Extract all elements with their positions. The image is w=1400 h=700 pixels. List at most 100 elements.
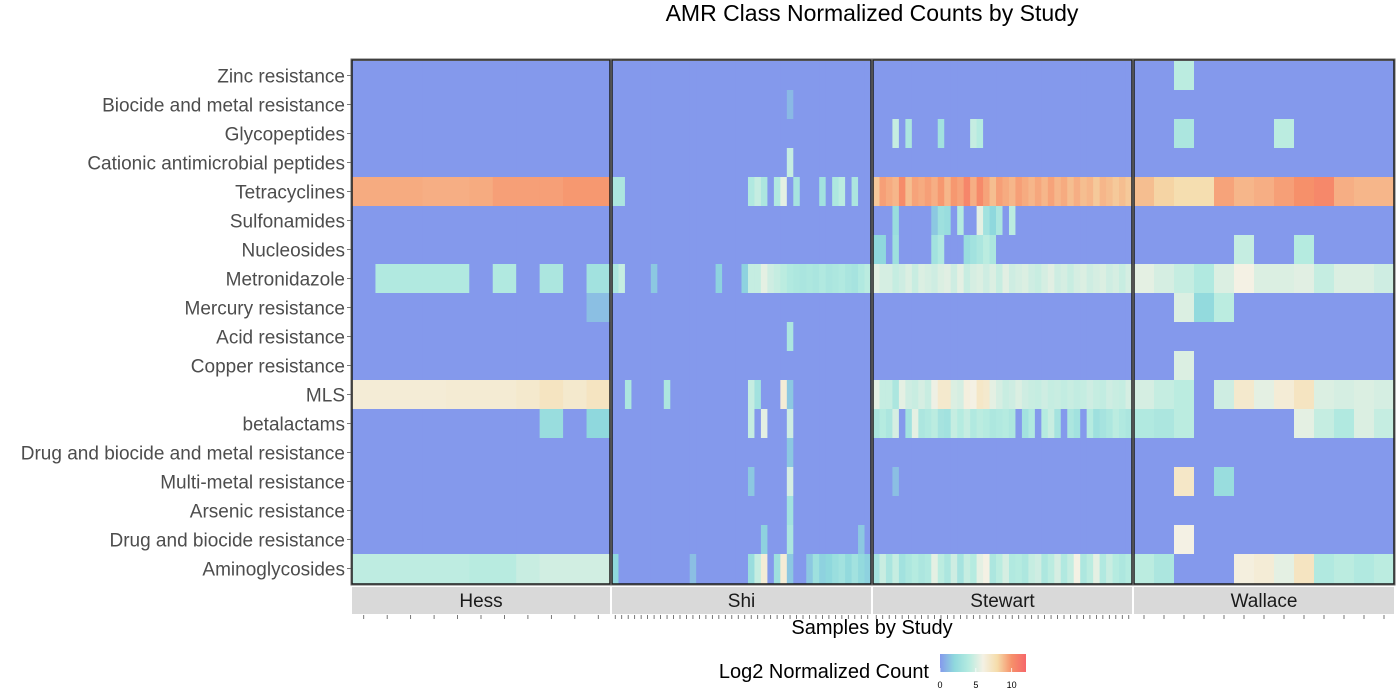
heatmap-cell	[644, 525, 652, 555]
heatmap-cell	[1093, 438, 1101, 468]
heatmap-cell	[819, 525, 827, 555]
heatmap-cell	[702, 235, 710, 265]
heatmap-cell	[1154, 90, 1175, 120]
heatmap-cell	[663, 438, 671, 468]
heatmap-cell	[1119, 293, 1127, 323]
heatmap-cell	[905, 438, 913, 468]
heatmap-cell	[970, 496, 978, 526]
heatmap-cell	[780, 61, 788, 91]
heatmap-cell	[1294, 119, 1315, 149]
heatmap-cell	[1002, 206, 1010, 236]
heatmap-cell	[612, 467, 620, 497]
heatmap-cell	[760, 322, 768, 352]
heatmap-cell	[586, 380, 611, 410]
heatmap-cell	[1274, 90, 1295, 120]
heatmap-cell	[754, 496, 762, 526]
heatmap-cell	[911, 380, 919, 410]
heatmap-cell	[1314, 525, 1335, 555]
heatmap-cell	[1314, 438, 1335, 468]
heatmap-cell	[1125, 206, 1133, 236]
heatmap-cell	[539, 264, 564, 294]
heatmap-cell	[624, 496, 633, 526]
heatmap-cell	[1112, 61, 1120, 91]
heatmap-cell	[806, 148, 814, 178]
heatmap-cell	[918, 61, 926, 91]
heatmap-cell	[631, 496, 639, 526]
heatmap-cell	[873, 148, 881, 178]
heatmap-cell	[873, 380, 881, 410]
heatmap-cell	[950, 467, 958, 497]
heatmap-cell	[644, 90, 652, 120]
heatmap-cell	[352, 206, 377, 236]
heatmap-cell	[983, 61, 991, 91]
heatmap-cell	[819, 380, 827, 410]
heatmap-cell	[767, 293, 775, 323]
heatmap-cell	[924, 554, 932, 584]
heatmap-cell	[937, 554, 945, 584]
heatmap-cell	[676, 525, 684, 555]
heatmap-cell	[1041, 293, 1049, 323]
heatmap-cell	[445, 380, 470, 410]
heatmap-cell	[735, 467, 743, 497]
heatmap-cell	[832, 380, 840, 410]
heatmap-cell	[1234, 293, 1255, 323]
heatmap-cell	[892, 525, 900, 555]
heatmap-cell	[858, 90, 866, 120]
heatmap-cell	[983, 119, 991, 149]
heatmap-cell	[676, 293, 684, 323]
heatmap-cell	[1334, 235, 1355, 265]
heatmap-cell	[944, 467, 952, 497]
row-label: Multi-metal resistance	[160, 473, 345, 494]
heatmap-cell	[631, 351, 639, 381]
heatmap-cell	[806, 264, 814, 294]
heatmap-cell	[924, 293, 932, 323]
heatmap-cell	[873, 90, 881, 120]
heatmap-cell	[1119, 467, 1127, 497]
heatmap-cell	[445, 119, 470, 149]
row-label: Mercury resistance	[185, 299, 346, 320]
heatmap-cell	[1086, 264, 1094, 294]
heatmap-cell	[644, 119, 652, 149]
heatmap-cell	[624, 438, 633, 468]
heatmap-cell	[715, 177, 723, 207]
heatmap-cell	[918, 235, 926, 265]
heatmap-cell	[1099, 206, 1107, 236]
heatmap-cell	[1015, 438, 1023, 468]
heatmap-cell	[1034, 264, 1042, 294]
heatmap-cell	[858, 409, 866, 439]
heatmap-cell	[793, 525, 801, 555]
heatmap-cell	[905, 380, 913, 410]
heatmap-cell	[624, 264, 633, 294]
heatmap-cell	[637, 206, 645, 236]
heatmap-cell	[445, 322, 470, 352]
heatmap-cell	[352, 264, 377, 294]
heatmap-cell	[944, 206, 952, 236]
heatmap-cell	[780, 148, 788, 178]
heatmap-cell	[924, 148, 932, 178]
heatmap-cell	[905, 322, 913, 352]
heatmap-cell	[1174, 148, 1195, 178]
row-label: Drug and biocide and metal resistance	[21, 444, 345, 465]
row-label: Metronidazole	[226, 270, 345, 291]
heatmap-cell	[1125, 525, 1133, 555]
heatmap-cell	[957, 496, 965, 526]
heatmap-cell	[838, 119, 846, 149]
heatmap-cell	[689, 380, 697, 410]
heatmap-cell	[838, 322, 846, 352]
heatmap-cell	[650, 90, 658, 120]
heatmap-cell	[931, 496, 939, 526]
heatmap-cell	[375, 90, 400, 120]
heatmap-cell	[905, 235, 913, 265]
heatmap-cell	[624, 467, 633, 497]
heatmap-cell	[516, 293, 541, 323]
heatmap-cell	[728, 380, 736, 410]
heatmap-cell	[1112, 148, 1120, 178]
heatmap-cell	[799, 293, 807, 323]
heatmap-cell	[773, 61, 781, 91]
heatmap-cell	[1125, 322, 1133, 352]
heatmap-cell	[722, 438, 730, 468]
heatmap-cell	[767, 496, 775, 526]
heatmap-cell	[963, 206, 971, 236]
heatmap-cell	[1134, 525, 1155, 555]
heatmap-cell	[944, 409, 952, 439]
